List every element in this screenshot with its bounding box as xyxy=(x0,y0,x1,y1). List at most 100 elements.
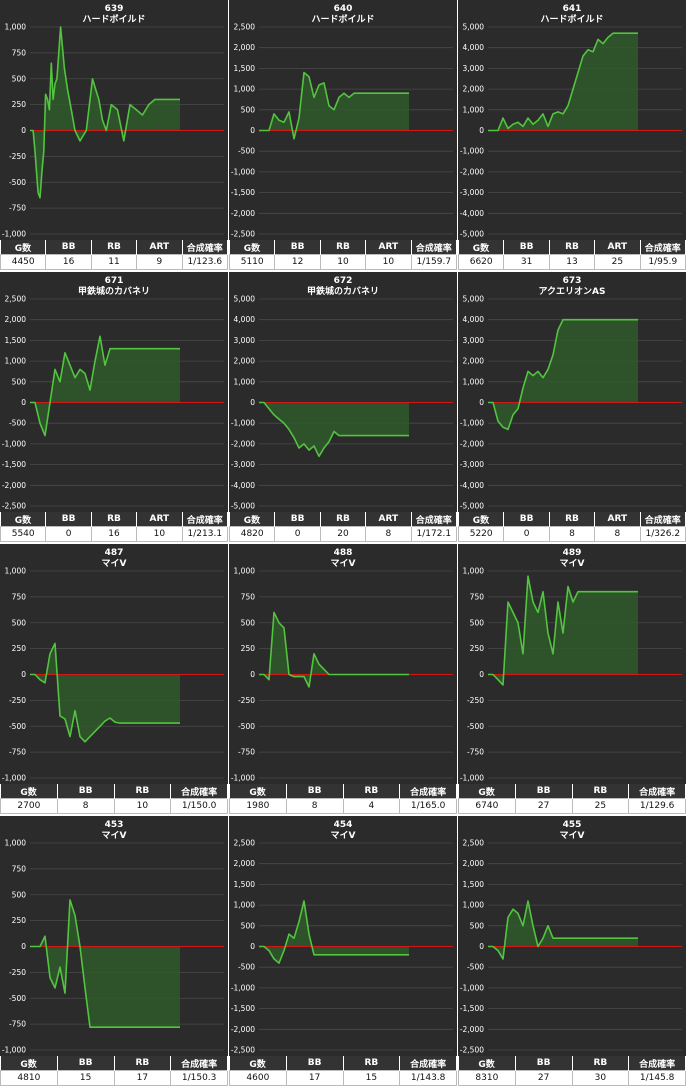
stats-value-3: 9 xyxy=(136,254,183,270)
series-area xyxy=(30,27,180,198)
series-line xyxy=(30,335,180,437)
stats-header-2: RB xyxy=(114,784,172,799)
stats-table: G数 BB RB 合成確率 8310 27 30 1/145.8 xyxy=(458,1056,686,1088)
y-tick-label: 1,000 xyxy=(463,901,485,910)
y-tick-label: -500 xyxy=(238,147,255,156)
y-tick-label: -2,500 xyxy=(231,230,255,239)
chart-machine-name: ハードボイルド xyxy=(82,13,145,25)
y-tick-label: 750 xyxy=(12,48,27,57)
stats-value-0: 5540 xyxy=(0,526,47,542)
y-tick-label: -1,000 xyxy=(231,983,255,992)
chart-number: 673 xyxy=(563,276,582,286)
stats-value-2: 16 xyxy=(90,526,138,542)
stats-header-1: BB xyxy=(45,240,92,255)
y-tick-label: 250 xyxy=(470,644,485,653)
stats-value-2: 10 xyxy=(319,254,367,270)
chart-machine-name: マイV xyxy=(102,558,127,569)
stats-table: G数 BB RB ART 合成確率 4450 16 11 9 1/123.6 xyxy=(0,240,228,272)
series-area xyxy=(488,319,638,430)
stats-header-3: 合成確率 xyxy=(399,784,457,799)
stats-header-1: BB xyxy=(57,784,115,799)
stats-value-4: 1/213.1 xyxy=(181,526,228,542)
chart-panel-672: 672 甲鉄城のカバネリ 5,000 4,000 3,000 2,000 1,000 0 -1,… xyxy=(229,272,457,544)
y-tick-label: 2,000 xyxy=(463,85,485,94)
y-tick-label: 500 xyxy=(241,618,256,627)
y-tick-label: 500 xyxy=(12,890,27,899)
y-tick-label: -750 xyxy=(9,1020,26,1029)
y-tick-label: -1,500 xyxy=(460,1004,484,1013)
y-tick-label: 5,000 xyxy=(463,23,485,32)
y-tick-label: 1,000 xyxy=(234,377,256,386)
series-line xyxy=(488,32,638,132)
y-tick-label: -250 xyxy=(9,152,26,161)
stats-value-0: 1980 xyxy=(229,798,287,814)
y-tick-label: -500 xyxy=(9,722,26,731)
stats-header-2: RB xyxy=(91,512,138,527)
y-tick-label: -3,000 xyxy=(231,460,255,469)
stats-value-4: 1/159.7 xyxy=(410,254,457,270)
stats-value-2: 10 xyxy=(113,798,172,814)
y-tick-label: -750 xyxy=(238,748,255,757)
stats-header-2: RB xyxy=(320,240,367,255)
y-tick-label: -1,500 xyxy=(231,188,255,197)
series-line xyxy=(488,575,638,686)
y-tick-label: 2,000 xyxy=(234,357,256,366)
stats-value-0: 4450 xyxy=(0,254,47,270)
series-area xyxy=(259,72,409,139)
y-tick-label: 1,000 xyxy=(5,839,27,848)
series-area xyxy=(259,612,409,687)
series-line xyxy=(30,899,180,1028)
stats-value-3: 1/165.0 xyxy=(399,798,457,814)
chart-number: 453 xyxy=(105,820,124,830)
chart-machine-name: ハードボイルド xyxy=(311,13,374,25)
stats-header-0: G数 xyxy=(458,240,505,255)
stats-table: G数 BB RB ART 合成確率 6620 31 13 25 1/95.9 xyxy=(458,240,686,272)
stats-header-3: 合成確率 xyxy=(399,1056,457,1071)
y-tick-label: 750 xyxy=(470,592,485,601)
y-tick-label: 0 xyxy=(21,670,26,679)
chart-machine-name: マイV xyxy=(560,830,585,841)
stats-value-3: 1/129.6 xyxy=(628,798,686,814)
stats-value-3: 10 xyxy=(365,254,412,270)
stats-header-0: G数 xyxy=(0,1056,58,1071)
stats-table: G数 BB RB 合成確率 2700 8 10 1/150.0 xyxy=(0,784,228,816)
stats-value-3: 1/145.8 xyxy=(628,1070,686,1086)
stats-header-3: ART xyxy=(365,240,412,255)
y-tick-label: -500 xyxy=(467,722,484,731)
y-tick-label: -250 xyxy=(9,696,26,705)
y-tick-label: 0 xyxy=(479,398,484,407)
y-tick-label: 0 xyxy=(250,670,255,679)
stats-header-2: RB xyxy=(549,240,596,255)
y-tick-label: 0 xyxy=(479,670,484,679)
y-tick-label: 2,500 xyxy=(234,839,256,848)
stats-value-2: 11 xyxy=(90,254,138,270)
stats-value-2: 4 xyxy=(342,798,401,814)
series-area xyxy=(488,901,638,959)
series-area xyxy=(488,576,638,685)
series-line xyxy=(488,900,638,960)
chart-number: 641 xyxy=(563,4,582,14)
y-tick-label: 4,000 xyxy=(463,315,485,324)
y-tick-label: 250 xyxy=(241,644,256,653)
stats-header-0: G数 xyxy=(229,1056,287,1071)
chart-machine-name: マイV xyxy=(560,558,585,569)
stats-value-1: 27 xyxy=(514,1070,573,1086)
stats-header-3: 合成確率 xyxy=(170,1056,228,1071)
chart-machine-name: 甲鉄城のカバネリ xyxy=(307,285,379,297)
chart-panel-454: 454 マイV 2,500 2,000 1,500 1,000 500 0 -500 -1,000… xyxy=(229,816,457,1088)
y-tick-label: -250 xyxy=(238,696,255,705)
chart-panel-639: 639 ハードボイルド 1,000 750 500 250 0 -250 -500 -750 -1,… xyxy=(0,0,228,272)
stats-value-1: 0 xyxy=(45,526,92,542)
stats-value-1: 17 xyxy=(285,1070,344,1086)
chart-number: 455 xyxy=(563,820,582,830)
y-tick-label: 0 xyxy=(250,398,255,407)
y-tick-label: -1,000 xyxy=(2,1046,26,1055)
y-tick-label: -3,000 xyxy=(460,460,484,469)
y-tick-label: 0 xyxy=(21,942,26,951)
y-tick-label: -1,000 xyxy=(2,230,26,239)
stats-header-1: BB xyxy=(274,512,321,527)
